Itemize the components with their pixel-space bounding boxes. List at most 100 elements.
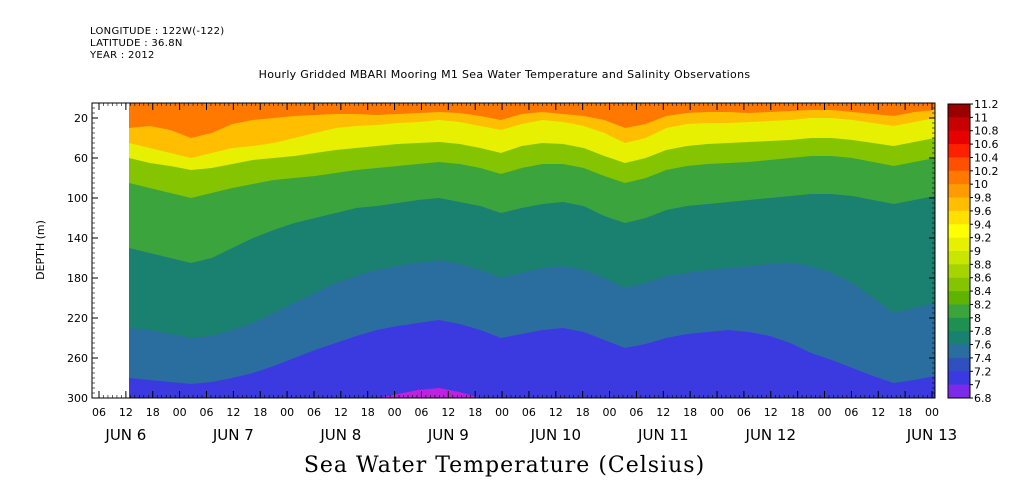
- colorbar-swatch: [948, 157, 970, 172]
- colorbar-label: 7.4: [974, 352, 992, 365]
- x-hour-label: 06: [737, 406, 751, 419]
- x-hour-label: 06: [629, 406, 643, 419]
- x-hour-label: 06: [92, 406, 106, 419]
- colorbar-label: 9: [974, 245, 981, 258]
- colorbar-label: 7: [974, 379, 981, 392]
- x-hour-label: 18: [576, 406, 590, 419]
- x-hour-label: 00: [280, 406, 294, 419]
- colorbar-swatch: [948, 104, 970, 118]
- colorbar-swatch: [948, 117, 970, 132]
- y-tick-label: 300: [67, 392, 88, 405]
- colorbar-swatch: [948, 251, 970, 265]
- colorbar-swatch: [948, 357, 970, 372]
- x-hour-label: 18: [253, 406, 267, 419]
- x-hour-label: 06: [844, 406, 858, 419]
- colorbar-label: 10.2: [974, 165, 999, 178]
- x-hour-label: 06: [199, 406, 213, 419]
- plot-area: [129, 103, 935, 398]
- colorbar-label: 7.2: [974, 365, 992, 378]
- colorbar-label: 7.8: [974, 325, 992, 338]
- colorbar-swatch: [948, 384, 970, 399]
- x-hour-label: 18: [791, 406, 805, 419]
- colorbar-label: 8.6: [974, 272, 992, 285]
- x-hour-label: 12: [549, 406, 563, 419]
- colorbar-swatch: [948, 291, 970, 305]
- colorbar-label: 7.6: [974, 339, 992, 352]
- x-day-label: JUN 11: [637, 426, 688, 444]
- y-tick-label: 260: [67, 352, 88, 365]
- x-hour-label: 00: [710, 406, 724, 419]
- isotherm-band-7-2: [129, 320, 935, 398]
- y-tick-label: 180: [67, 272, 88, 285]
- y-tick-label: 100: [67, 192, 88, 205]
- latitude-label: LATITUDE : 36.8N: [90, 38, 183, 49]
- colorbar-label: 10.4: [974, 151, 999, 164]
- y-tick-label: 20: [74, 112, 88, 125]
- year-label: YEAR : 2012: [90, 50, 155, 61]
- x-hour-label: 18: [468, 406, 482, 419]
- colorbar-swatch: [948, 331, 970, 346]
- x-hour-label: 18: [361, 406, 375, 419]
- colorbar-label: 8: [974, 312, 981, 325]
- longitude-label: LONGITUDE : 122W(-122): [90, 26, 225, 37]
- x-day-label: JUN 8: [319, 426, 361, 444]
- colorbar-label: 10: [974, 178, 988, 191]
- x-hour-label: 18: [898, 406, 912, 419]
- colorbar-swatch: [948, 344, 970, 359]
- x-day-label: JUN 9: [427, 426, 469, 444]
- x-hour-label: 12: [871, 406, 885, 419]
- colorbar-label: 9.8: [974, 192, 992, 205]
- colorbar-label: 9.4: [974, 218, 992, 231]
- y-tick-label: 140: [67, 232, 88, 245]
- colorbar-swatch: [948, 210, 970, 225]
- colorbar-label: 8.4: [974, 285, 992, 298]
- x-hour-label: 12: [764, 406, 778, 419]
- axes: 20 60 100 140 180 220 260 300 DEPTH (m) 06 12 18 00 0…: [34, 102, 957, 444]
- colorbar-label: 11: [974, 111, 988, 124]
- x-day-label: JUN 7: [212, 426, 254, 444]
- x-hour-label: 00: [818, 406, 832, 419]
- colorbar-swatch: [948, 237, 970, 252]
- colorbar-swatch: [948, 130, 970, 145]
- y-tick-label: 220: [67, 312, 88, 325]
- x-hour-label: 00: [173, 406, 187, 419]
- x-day-label: JUN 13: [906, 426, 957, 444]
- y-axis-label: DEPTH (m): [34, 220, 47, 280]
- x-hour-label: 12: [441, 406, 455, 419]
- x-day-label: JUN 10: [530, 426, 581, 444]
- colorbar-swatch: [948, 170, 970, 185]
- colorbar-label: 6.8: [974, 392, 992, 405]
- x-hour-label: 00: [495, 406, 509, 419]
- x-day-label: JUN 12: [745, 426, 796, 444]
- x-hour-label: 06: [522, 406, 536, 419]
- colorbar-swatch: [948, 224, 970, 239]
- x-hour-label: 06: [414, 406, 428, 419]
- chart-title: Hourly Gridded MBARI Mooring M1 Sea Wate…: [258, 68, 751, 81]
- colorbar-label: 10.6: [974, 138, 999, 151]
- x-hour-label: 12: [119, 406, 133, 419]
- colorbar-swatch: [948, 264, 970, 279]
- colorbar-label: 9.6: [974, 205, 992, 218]
- colorbar: 11.21110.810.610.410.2109.89.69.49.298.8…: [947, 98, 999, 405]
- x-hour-label: 18: [683, 406, 697, 419]
- chart-subtitle: Sea Water Temperature (Celsius): [303, 453, 706, 478]
- x-hour-label: 18: [146, 406, 160, 419]
- x-hour-label: 00: [388, 406, 402, 419]
- x-hour-label: 12: [226, 406, 240, 419]
- x-hour-label: 06: [307, 406, 321, 419]
- colorbar-swatch: [948, 371, 970, 386]
- colorbar-label: 9.2: [974, 232, 992, 245]
- colorbar-label: 11.2: [974, 98, 999, 111]
- colorbar-swatch: [948, 184, 970, 199]
- colorbar-swatch: [948, 304, 970, 319]
- y-tick-label: 60: [74, 152, 88, 165]
- colorbar-label: 10.8: [974, 125, 999, 138]
- colorbar-swatch: [948, 317, 970, 332]
- colorbar-label: 8.8: [974, 258, 992, 271]
- colorbar-swatch: [948, 277, 970, 292]
- x-hour-label: 12: [334, 406, 348, 419]
- colorbar-swatch: [948, 197, 970, 212]
- plot-frame: [91, 102, 936, 399]
- colorbar-label: 8.2: [974, 298, 992, 311]
